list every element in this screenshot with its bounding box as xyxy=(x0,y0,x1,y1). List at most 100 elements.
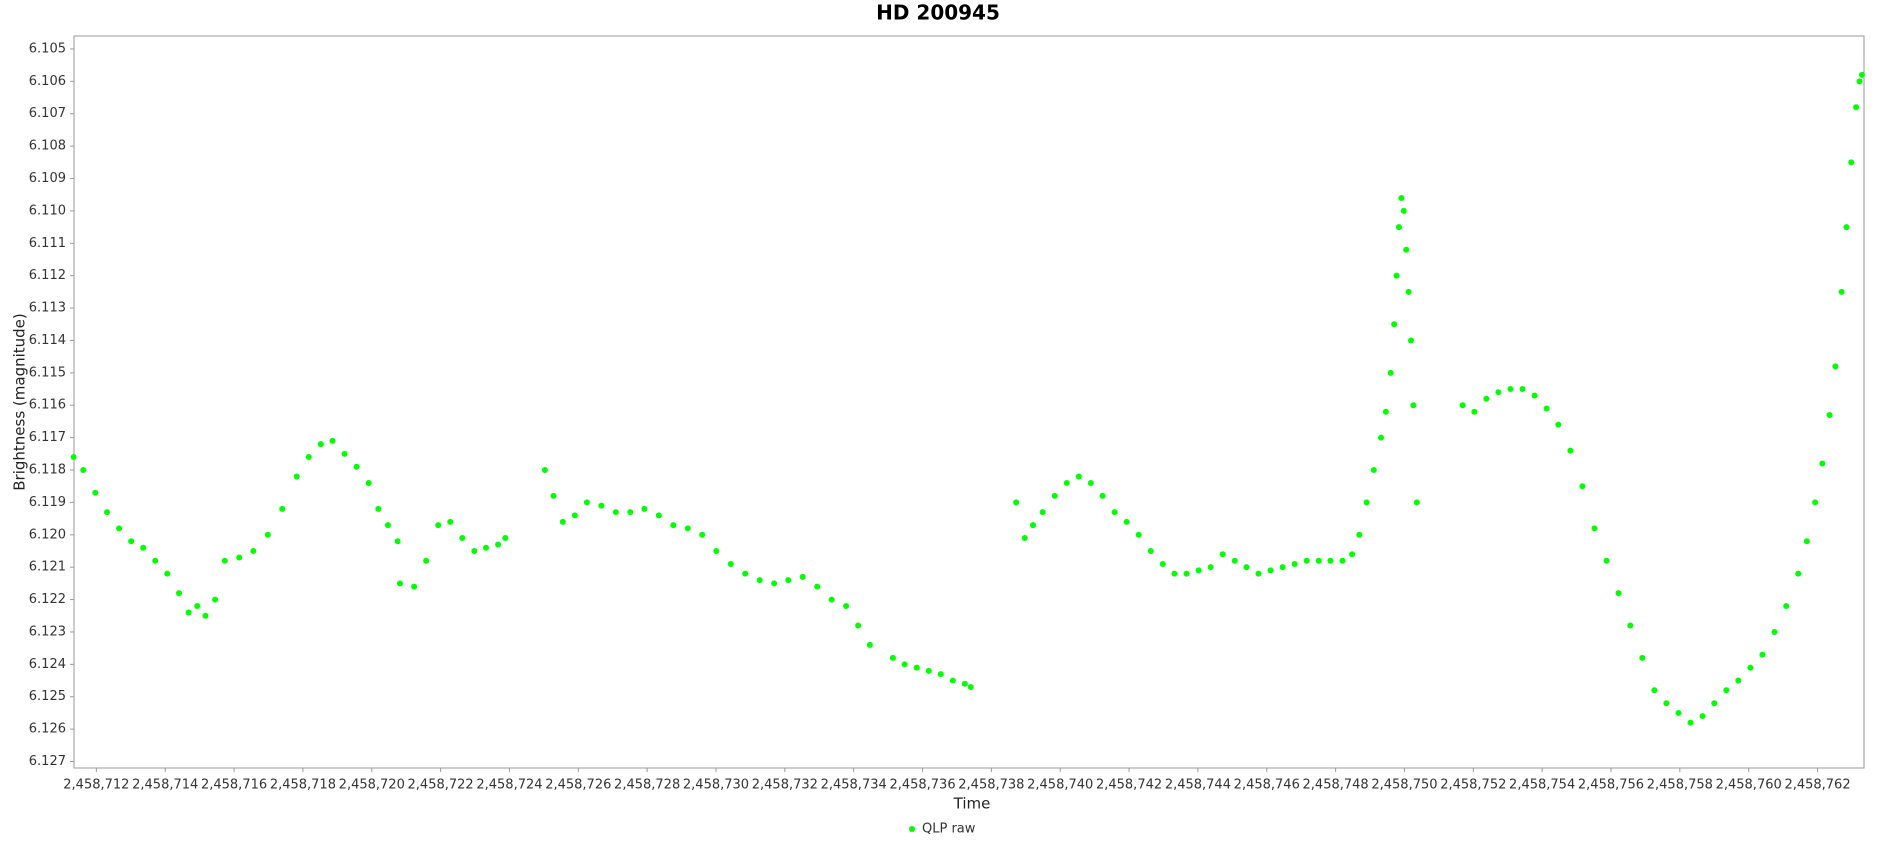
x-tick-label: 2,458,726 xyxy=(545,778,611,793)
data-point xyxy=(1567,447,1574,454)
data-point xyxy=(1615,590,1622,597)
data-point xyxy=(559,518,566,525)
data-point xyxy=(1407,337,1414,344)
data-point xyxy=(221,557,228,564)
x-tick-label: 2,458,728 xyxy=(614,778,680,793)
data-point xyxy=(194,603,201,610)
data-point xyxy=(1639,654,1646,661)
data-point xyxy=(1315,557,1322,564)
data-point xyxy=(1030,522,1037,529)
data-point xyxy=(279,505,286,512)
data-point xyxy=(471,547,478,554)
y-tick-label: 6.115 xyxy=(29,365,66,380)
data-point xyxy=(713,547,720,554)
data-point xyxy=(435,522,442,529)
data-point xyxy=(1219,551,1226,558)
data-point xyxy=(1279,564,1286,571)
data-point xyxy=(104,509,111,516)
y-tick-label: 6.111 xyxy=(29,236,66,251)
data-point xyxy=(1759,651,1766,658)
y-tick-label: 6.118 xyxy=(29,463,66,478)
y-tick-label: 6.106 xyxy=(29,74,66,89)
data-point xyxy=(1591,525,1598,532)
data-point xyxy=(550,492,557,499)
data-point xyxy=(598,502,605,509)
data-point xyxy=(1603,557,1610,564)
data-point xyxy=(341,450,348,457)
data-point xyxy=(175,590,182,597)
data-point xyxy=(411,583,418,590)
data-point xyxy=(925,667,932,674)
data-point xyxy=(152,557,159,564)
data-point xyxy=(1393,272,1400,279)
x-tick-label: 2,458,740 xyxy=(1027,778,1093,793)
data-point xyxy=(1255,570,1262,577)
data-point xyxy=(1243,564,1250,571)
data-point xyxy=(1507,386,1514,393)
data-point xyxy=(641,505,648,512)
x-tick-label: 2,458,720 xyxy=(339,778,405,793)
data-point xyxy=(1843,224,1850,231)
data-point xyxy=(1147,547,1154,554)
y-tick-label: 6.105 xyxy=(29,41,66,56)
data-point xyxy=(365,479,372,486)
data-point xyxy=(483,544,490,551)
data-point xyxy=(185,609,192,616)
x-tick-label: 2,458,742 xyxy=(1096,778,1162,793)
plot-frame xyxy=(73,35,1865,769)
data-point xyxy=(571,512,578,519)
data-point xyxy=(1363,499,1370,506)
data-point xyxy=(1303,557,1310,564)
data-point xyxy=(495,541,502,548)
data-point xyxy=(684,525,691,532)
data-point xyxy=(375,505,382,512)
data-point xyxy=(140,544,147,551)
x-tick-label: 2,458,748 xyxy=(1303,778,1369,793)
y-tick-label: 6.126 xyxy=(29,722,66,737)
data-point xyxy=(70,454,77,461)
chart-title: HD 200945 xyxy=(876,1,1000,25)
data-point xyxy=(1171,570,1178,577)
data-point xyxy=(1783,603,1790,610)
x-tick-label: 2,458,758 xyxy=(1647,778,1713,793)
data-point xyxy=(612,509,619,516)
x-tick-label: 2,458,750 xyxy=(1371,778,1437,793)
data-point xyxy=(92,489,99,496)
data-point xyxy=(1356,531,1363,538)
data-point xyxy=(1858,71,1865,78)
data-point xyxy=(1405,288,1412,295)
data-point xyxy=(627,509,634,516)
y-tick-label: 6.125 xyxy=(29,689,66,704)
data-point xyxy=(1471,408,1478,415)
y-tick-label: 6.109 xyxy=(29,171,66,186)
data-point xyxy=(1391,321,1398,328)
data-point xyxy=(459,535,466,542)
data-point xyxy=(1555,421,1562,428)
data-point xyxy=(1382,408,1389,415)
data-point xyxy=(1651,687,1658,694)
x-tick-label: 2,458,762 xyxy=(1784,778,1850,793)
data-point xyxy=(1075,473,1082,480)
y-tick-label: 6.110 xyxy=(29,203,66,218)
data-point xyxy=(1159,560,1166,567)
x-tick-label: 2,458,714 xyxy=(132,778,198,793)
data-point xyxy=(1826,411,1833,418)
y-tick-label: 6.122 xyxy=(29,592,66,607)
y-tick-label: 6.120 xyxy=(29,527,66,542)
x-tick-label: 2,458,732 xyxy=(752,778,818,793)
data-point xyxy=(541,467,548,474)
x-tick-label: 2,458,754 xyxy=(1509,778,1575,793)
x-tick-label: 2,458,722 xyxy=(408,778,474,793)
x-tick-label: 2,458,736 xyxy=(889,778,955,793)
data-point xyxy=(264,531,271,538)
data-point xyxy=(1207,564,1214,571)
data-point xyxy=(742,570,749,577)
data-point xyxy=(1231,557,1238,564)
data-point xyxy=(913,664,920,671)
data-point xyxy=(901,661,908,668)
data-point xyxy=(1812,499,1819,506)
y-tick-label: 6.114 xyxy=(29,333,66,348)
data-point xyxy=(1370,467,1377,474)
data-point xyxy=(396,580,403,587)
